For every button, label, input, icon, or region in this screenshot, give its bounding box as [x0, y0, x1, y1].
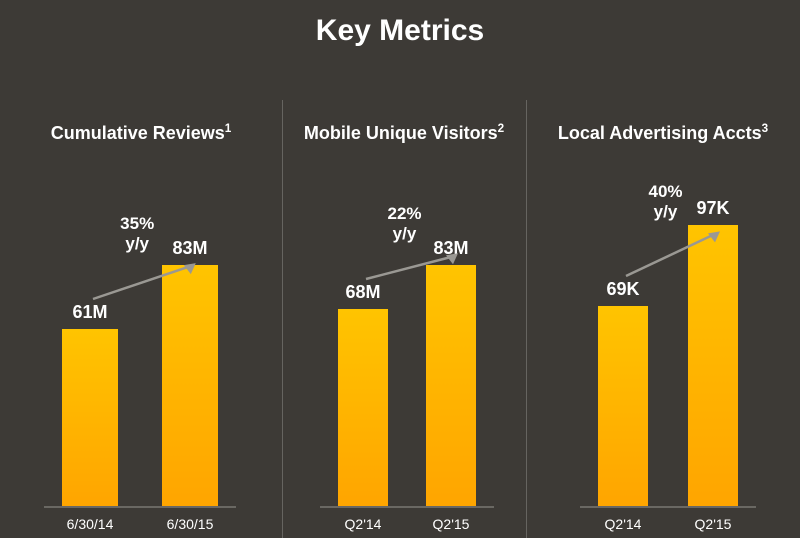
- yoy-label: 40%y/y: [636, 182, 696, 221]
- panel-2: Local Advertising Accts369KQ2'1497KQ2'15…: [526, 100, 800, 538]
- yoy-suffix: y/y: [125, 234, 149, 253]
- yoy-suffix: y/y: [654, 202, 678, 221]
- x-axis: [320, 506, 494, 508]
- bar-value-label: 69K: [593, 279, 653, 300]
- x-axis: [44, 506, 236, 508]
- bar-value-label: 61M: [60, 302, 120, 323]
- growth-arrow-icon: [624, 220, 724, 280]
- yoy-label: 22%y/y: [375, 204, 435, 243]
- footnote-marker: 3: [762, 122, 769, 135]
- panel-title: Cumulative Reviews1: [0, 122, 282, 145]
- panel-title: Mobile Unique Visitors2: [282, 122, 526, 145]
- x-axis-label: 6/30/15: [150, 516, 230, 532]
- panel-title-text: Local Advertising Accts: [558, 123, 762, 143]
- page-title: Key Metrics: [0, 14, 800, 48]
- panel-title-text: Cumulative Reviews: [51, 123, 225, 143]
- bar: [598, 306, 648, 506]
- yoy-pct: 22%: [387, 204, 421, 223]
- footnote-marker: 2: [498, 122, 505, 135]
- x-axis-label: Q2'14: [583, 516, 663, 532]
- x-axis-label: Q2'14: [323, 516, 403, 532]
- panel-1: Mobile Unique Visitors268MQ2'1483MQ2'152…: [282, 100, 527, 538]
- x-axis: [580, 506, 756, 508]
- x-axis-label: Q2'15: [411, 516, 491, 532]
- panel-0: Cumulative Reviews161M6/30/1483M6/30/153…: [0, 100, 283, 538]
- bar-value-label: 68M: [333, 282, 393, 303]
- bar: [62, 329, 118, 506]
- bar: [426, 265, 476, 506]
- footnote-marker: 1: [225, 122, 232, 135]
- panel-title-text: Mobile Unique Visitors: [304, 123, 498, 143]
- x-axis-label: 6/30/14: [50, 516, 130, 532]
- yoy-pct: 35%: [120, 214, 154, 233]
- yoy-pct: 40%: [648, 182, 682, 201]
- yoy-suffix: y/y: [393, 224, 417, 243]
- x-axis-label: Q2'15: [673, 516, 753, 532]
- panel-title: Local Advertising Accts3: [526, 122, 800, 145]
- yoy-label: 35%y/y: [107, 214, 167, 253]
- bar: [338, 309, 388, 506]
